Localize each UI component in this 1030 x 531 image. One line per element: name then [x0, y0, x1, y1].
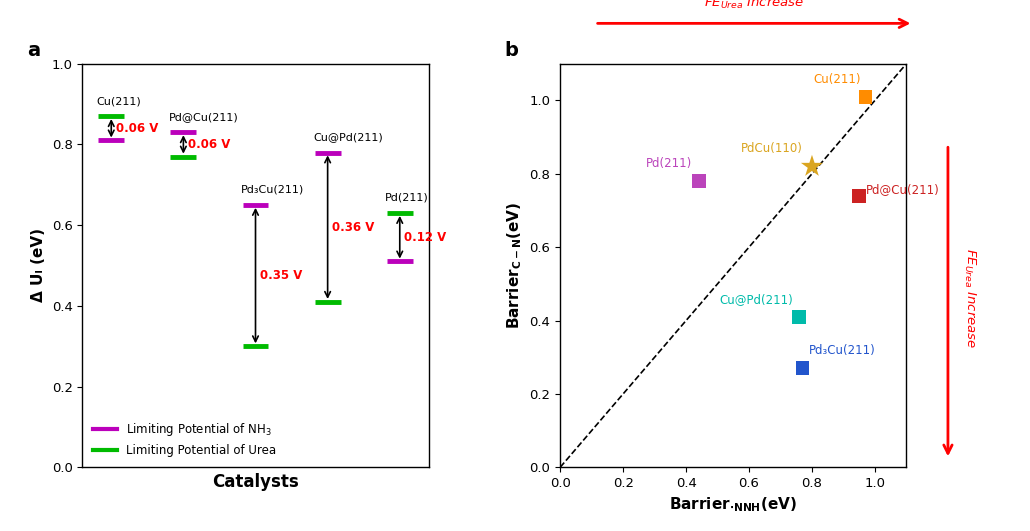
X-axis label: Catalysts: Catalysts — [212, 473, 299, 491]
Text: Cu(211): Cu(211) — [97, 96, 141, 106]
Text: Cu(211): Cu(211) — [814, 73, 861, 85]
Text: b: b — [505, 41, 519, 59]
Text: 0.36 V: 0.36 V — [332, 221, 374, 234]
Text: Pd₃Cu(211): Pd₃Cu(211) — [809, 344, 876, 357]
Legend: Limiting Potential of NH$_3$, Limiting Potential of Urea: Limiting Potential of NH$_3$, Limiting P… — [89, 416, 281, 461]
Point — [857, 92, 873, 101]
Text: a: a — [27, 41, 40, 59]
Text: Pd(211): Pd(211) — [646, 157, 692, 170]
Text: 0.06 V: 0.06 V — [187, 138, 230, 151]
Text: Pd@Cu(211): Pd@Cu(211) — [169, 112, 239, 122]
X-axis label: Barrier$_{\mathbf{\cdot NNH}}$(eV): Barrier$_{\mathbf{\cdot NNH}}$(eV) — [670, 495, 797, 514]
Point — [803, 162, 820, 170]
Point — [851, 192, 867, 200]
Y-axis label: Δ Uₗ (eV): Δ Uₗ (eV) — [31, 228, 46, 303]
Text: Cu@Pd(211): Cu@Pd(211) — [719, 293, 793, 306]
Text: FE$_{Urea}$ Increase: FE$_{Urea}$ Increase — [703, 0, 804, 11]
Point — [690, 177, 707, 185]
Text: Pd₃Cu(211): Pd₃Cu(211) — [241, 185, 304, 195]
Text: 0.06 V: 0.06 V — [115, 122, 158, 135]
Text: PdCu(110): PdCu(110) — [741, 142, 802, 156]
Text: Cu@Pd(211): Cu@Pd(211) — [313, 132, 383, 142]
Point — [791, 313, 808, 321]
Text: Pd(211): Pd(211) — [385, 193, 430, 203]
Text: 0.35 V: 0.35 V — [260, 269, 302, 282]
Text: Pd@Cu(211): Pd@Cu(211) — [865, 183, 939, 196]
Text: FE$_{Urea}$ Increase: FE$_{Urea}$ Increase — [962, 247, 976, 348]
Text: 0.12 V: 0.12 V — [404, 231, 446, 244]
Y-axis label: Barrier$_{\mathbf{C-N}}$(eV): Barrier$_{\mathbf{C-N}}$(eV) — [505, 202, 524, 329]
Point — [794, 364, 811, 372]
